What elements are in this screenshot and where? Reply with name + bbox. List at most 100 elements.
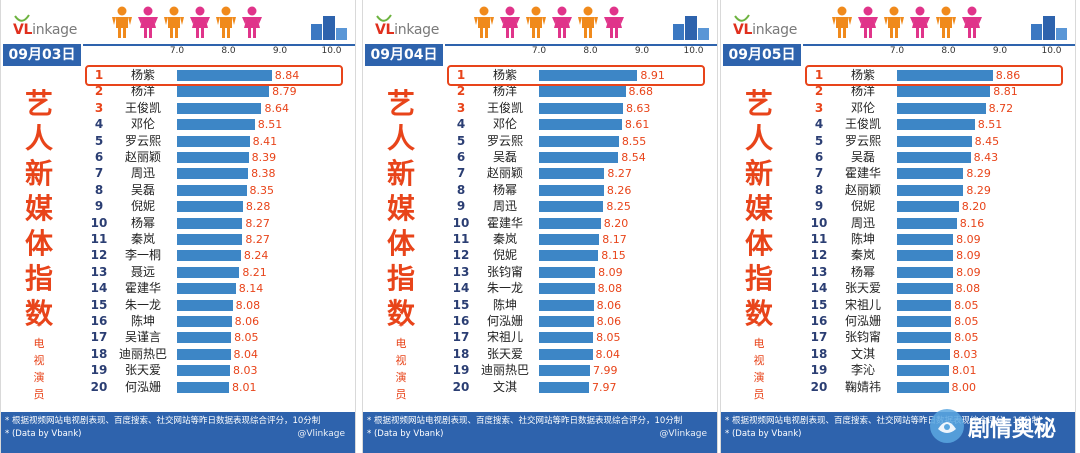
artist-name: 张天爱: [844, 281, 881, 296]
side-title-char: 人: [386, 122, 415, 155]
artist-name: 何泓姗: [486, 314, 523, 328]
score-bar: [897, 119, 975, 131]
score-value: 8.81: [993, 85, 1018, 99]
podium-icon: [311, 16, 347, 40]
table-row: 11 陈坤 8.09: [803, 231, 1075, 248]
artist-name: 倪妮: [492, 248, 517, 263]
score-bar: [897, 316, 952, 327]
table-row: 1 杨紫 8.84: [83, 67, 355, 84]
footnote-line-2: * (Data by Vbank): [725, 429, 802, 439]
score-bar: [539, 119, 622, 131]
top-rank-highlight: [85, 65, 343, 86]
table-row: 1 杨紫 8.91: [445, 67, 717, 84]
artist-name: 陈坤: [850, 232, 875, 246]
artist-name: 杨紫: [130, 68, 155, 82]
bar-chart: 1 杨紫 8.91 2 杨洋 8.68 3 王俊凯 8.63 4 邓伦 8.61 5 罗云熙 8.55 6 吴磊…: [445, 67, 717, 407]
rank-number: 11: [810, 232, 828, 246]
artist-name: 倪妮: [130, 199, 155, 214]
table-row: 17 宋祖儿 8.05: [445, 329, 717, 346]
side-title-char: 新: [24, 157, 53, 190]
table-row: 18 文淇 8.03: [803, 346, 1075, 363]
vlinkage-leaf-icon: [14, 14, 30, 22]
rank-number: 8: [814, 182, 824, 197]
artist-name: 王俊凯: [486, 100, 523, 115]
artist-name: 霍建华: [124, 281, 161, 296]
score-value: 8.21: [242, 265, 267, 279]
rank-number: 1: [456, 68, 466, 82]
rank-number: 11: [452, 232, 470, 246]
table-row: 8 吴磊 8.35: [83, 182, 355, 199]
artist-name: 张钧甯: [486, 264, 523, 279]
footnote-line-1: * 根据视频网站电视剧表现、百度搜索、社交网站等昨日数据表现综合评分，10分制: [367, 416, 683, 426]
rank-number: 3: [456, 100, 466, 115]
score-bar: [539, 266, 596, 278]
artist-name: 周迅: [492, 199, 517, 214]
table-row: 8 赵丽颖 8.29: [803, 182, 1075, 199]
side-title-char: 媒: [744, 192, 773, 225]
score-bar: [897, 332, 952, 344]
table-row: 19 李沁 8.01: [803, 362, 1075, 379]
brand-name: VLinkage: [733, 22, 798, 38]
table-row: 10 霍建华 8.20: [445, 215, 717, 232]
artist-name: 聂远: [130, 264, 155, 279]
side-title-char: 指: [24, 262, 53, 295]
date-label: 09月03日: [3, 44, 81, 66]
table-row: 18 迪丽热巴 8.04: [83, 346, 355, 363]
artist-name: 周迅: [850, 215, 875, 230]
x-tick-label: 7.0: [889, 46, 905, 56]
score-bar: [539, 70, 638, 81]
rank-number: 16: [452, 314, 470, 328]
score-bar: [539, 86, 626, 98]
rank-number: 12: [452, 248, 470, 263]
score-value: 8.09: [956, 233, 981, 246]
score-bar: [897, 168, 964, 180]
score-value: 8.26: [606, 183, 632, 197]
side-title-char: 指: [744, 262, 773, 295]
table-row: 20 何泓姗 8.01: [83, 379, 355, 396]
table-row: 3 邓伦 8.72: [803, 100, 1075, 117]
person-icon: [858, 6, 878, 38]
artist-name: 王俊凯: [844, 117, 881, 132]
score-bar: [539, 184, 604, 196]
x-tick-label: 8.0: [583, 46, 598, 56]
score-value: 8.27: [245, 233, 270, 246]
rank-number: 9: [456, 199, 466, 214]
score-bar: [539, 250, 599, 262]
artist-name: 秦岚: [130, 232, 155, 246]
person-icon: [474, 6, 494, 38]
score-bar: [177, 217, 243, 229]
rank-number: 12: [810, 248, 828, 263]
footnote-bar: * 根据视频网站电视剧表现、百度搜索、社交网站等昨日数据表现综合评分，10分制 *…: [1, 412, 355, 453]
score-value: 7.99: [592, 364, 618, 378]
artist-name: 张天爱: [124, 363, 161, 378]
artist-name: 吴谨言: [124, 330, 161, 345]
artist-name: 朱一龙: [124, 297, 161, 312]
table-row: 13 张钧甯 8.09: [445, 264, 717, 281]
person-icon: [552, 6, 572, 38]
score-bar: [177, 234, 243, 245]
table-row: 12 李一桐 8.24: [83, 247, 355, 264]
score-value: 8.17: [602, 233, 627, 246]
table-row: 12 倪妮 8.15: [445, 247, 717, 264]
rank-number: 18: [452, 346, 470, 361]
side-title-char: 新: [386, 157, 415, 190]
score-bar: [539, 201, 604, 213]
score-bar: [897, 135, 972, 147]
footnote-line-2: * (Data by Vbank): [5, 429, 82, 439]
side-star: *: [756, 320, 762, 333]
rank-number: 13: [810, 264, 828, 279]
score-value: 8.20: [961, 200, 987, 214]
side-title-char: 体: [386, 227, 415, 260]
rank-number: 5: [94, 133, 104, 148]
score-value: 8.05: [234, 331, 259, 345]
score-value: 8.15: [601, 249, 626, 263]
table-row: 19 迪丽热巴 7.99: [445, 362, 717, 379]
table-row: 19 张天爱 8.03: [83, 362, 355, 379]
table-row: 7 霍建华 8.29: [803, 165, 1075, 182]
side-subtitle-char: 电: [395, 337, 407, 350]
bar-chart: 1 杨紫 8.86 2 杨洋 8.81 3 邓伦 8.72 4 王俊凯 8.51 5 罗云熙 8.45 6 吴磊…: [803, 67, 1075, 407]
x-axis-line: [83, 44, 355, 46]
score-value: 8.51: [257, 118, 283, 132]
score-value: 8.29: [966, 183, 991, 197]
artist-name: 杨幂: [492, 182, 517, 197]
